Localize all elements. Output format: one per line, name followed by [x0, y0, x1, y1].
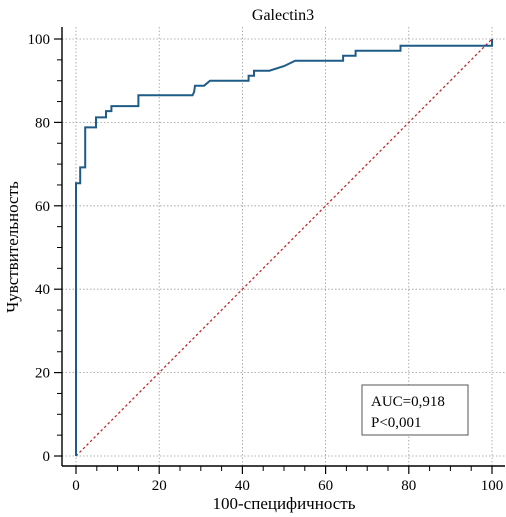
x-tick-label: 100: [481, 478, 504, 494]
x-axis-title: 100-специфичность: [213, 494, 356, 513]
series-layer: [75, 38, 493, 457]
y-tick-label: 20: [35, 366, 50, 382]
y-tick-label: 80: [35, 115, 50, 131]
annotation-auc: AUC=0,918: [371, 394, 445, 410]
chart-title: Galectin3: [252, 7, 314, 24]
x-tick-label: 0: [72, 478, 80, 494]
x-tick-label: 80: [401, 478, 416, 494]
annotation-box: [361, 384, 469, 436]
y-tick-label: 0: [43, 449, 51, 465]
x-tick-labels: 0 20 40 60 80 100: [72, 478, 503, 494]
x-tick-label: 20: [152, 478, 167, 494]
x-tick-label: 40: [235, 478, 250, 494]
tick-marks: [54, 38, 493, 474]
y-tick-label: 100: [28, 32, 51, 48]
y-axis-title: Чувствительность: [3, 181, 22, 313]
grid-lines: [62, 27, 505, 466]
roc-curve: [75, 39, 493, 456]
reference-diagonal-line: [75, 38, 493, 457]
y-tick-label: 40: [35, 282, 50, 298]
y-tick-label: 60: [35, 199, 50, 215]
auc-annotation: AUC=0,918 P<0,001: [361, 384, 469, 436]
y-tick-labels: 0 20 40 60 80 100: [28, 32, 51, 465]
annotation-p: P<0,001: [371, 415, 422, 431]
x-tick-label: 60: [318, 478, 333, 494]
